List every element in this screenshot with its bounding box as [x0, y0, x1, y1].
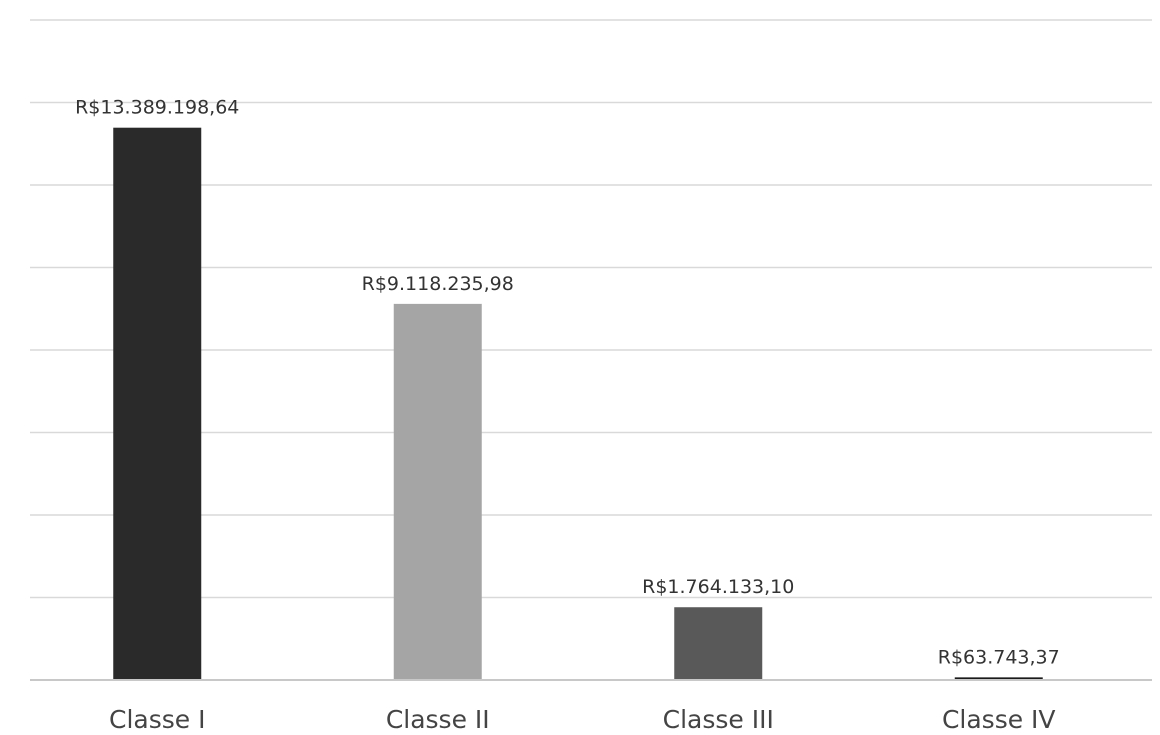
- data-label: R$13.389.198,64: [75, 97, 239, 119]
- category-label: Classe III: [663, 705, 774, 734]
- data-label: R$9.118.235,98: [362, 273, 514, 295]
- bar-classe-ii: [393, 303, 482, 680]
- data-label: R$63.743,37: [938, 646, 1060, 668]
- category-label: Classe I: [109, 705, 205, 734]
- x-axis: Classe I Classe II Classe III Classe IV: [30, 679, 1152, 734]
- category-label: Classe II: [386, 705, 490, 734]
- data-label: R$1.764.133,10: [642, 576, 794, 598]
- data-labels: R$13.389.198,64 R$9.118.235,98 R$1.764.133…: [75, 97, 1060, 669]
- bar-classe-i: [113, 127, 202, 680]
- category-label: Classe IV: [942, 705, 1056, 734]
- bar-classe-iii: [674, 607, 763, 680]
- bar-classe-iv: [954, 677, 1043, 680]
- bars: [113, 127, 1043, 680]
- gridlines: [30, 19, 1152, 599]
